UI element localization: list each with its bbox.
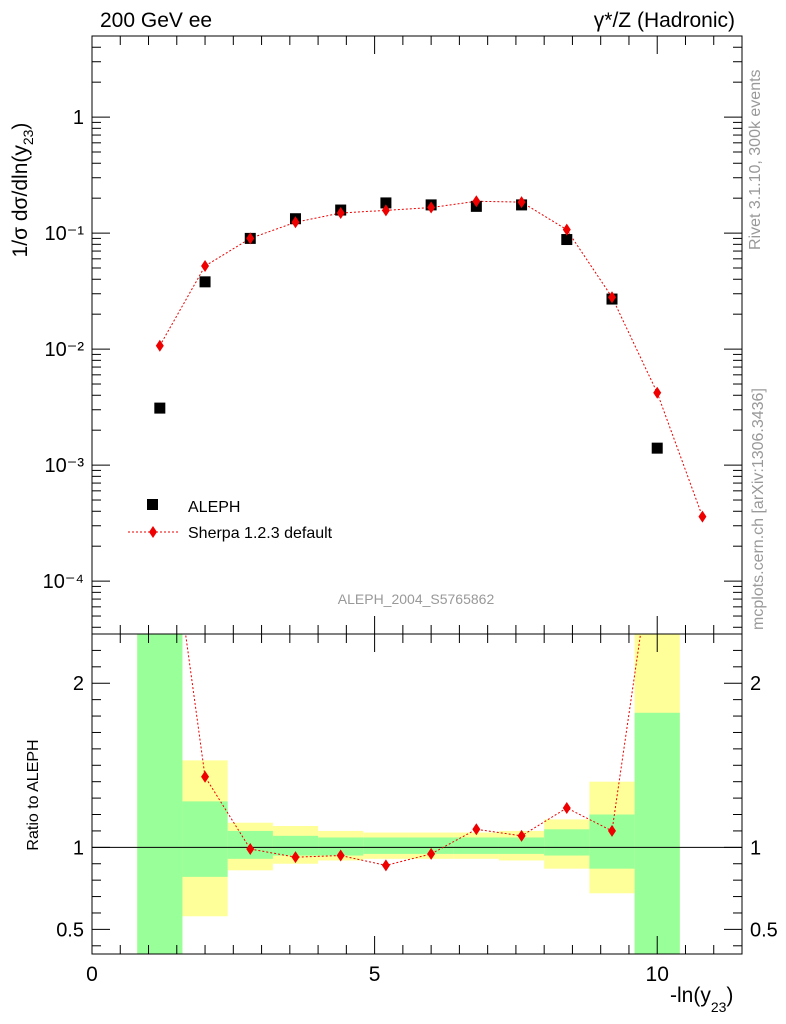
ratio-y-tick-label-left: 1 bbox=[73, 837, 84, 859]
main-y-tick-label: 10⁻⁴ bbox=[43, 571, 84, 593]
analysis-id: ALEPH_2004_S5765862 bbox=[338, 591, 495, 607]
sherpa-point bbox=[562, 223, 571, 236]
sherpa-point bbox=[608, 291, 616, 304]
legend-label-aleph: ALEPH bbox=[188, 499, 240, 516]
aleph-point bbox=[697, 636, 708, 647]
sherpa-point bbox=[336, 207, 345, 220]
ratio-point bbox=[653, 513, 661, 525]
main-y-tick-label: 10⁻³ bbox=[45, 455, 85, 477]
sherpa-point bbox=[472, 195, 481, 208]
band-inner bbox=[408, 837, 454, 854]
band-inner bbox=[318, 837, 364, 856]
band-inner bbox=[272, 835, 319, 856]
aleph-point bbox=[561, 234, 573, 246]
ratio-point bbox=[381, 859, 390, 872]
sherpa-point bbox=[653, 386, 662, 399]
ratio-point bbox=[427, 847, 436, 860]
sherpa-point bbox=[381, 204, 390, 217]
legend-marker-sherpa bbox=[149, 526, 157, 538]
main-y-tick-label: 1 bbox=[73, 107, 84, 129]
sherpa-point bbox=[201, 260, 210, 273]
ratio-series bbox=[156, 439, 661, 872]
band-inner bbox=[182, 801, 228, 877]
ratio-y-tick-label-left: 2 bbox=[73, 673, 84, 695]
uncertainty-bands-inner bbox=[137, 634, 680, 954]
aleph-point bbox=[651, 442, 663, 454]
sherpa-point bbox=[155, 339, 164, 352]
x-tick-label: 5 bbox=[369, 963, 381, 986]
band-inner bbox=[498, 837, 545, 854]
ratio-point bbox=[156, 439, 164, 451]
x-tick-label: 10 bbox=[646, 963, 669, 986]
ratio-point bbox=[517, 829, 526, 842]
rivet-label: Rivet 3.1.10, 300k events bbox=[747, 69, 764, 250]
ratio-point bbox=[246, 842, 255, 855]
ratio-point bbox=[608, 824, 616, 837]
mcplots-label: mcplots.cern.ch [arXiv:1306.3436] bbox=[750, 388, 767, 630]
ratio-ylabel: Ratio to ALEPH bbox=[25, 739, 42, 850]
band-inner bbox=[544, 829, 590, 856]
main-y-tick-label: 10⁻¹ bbox=[45, 223, 85, 245]
sherpa-point bbox=[246, 232, 255, 245]
band-inner bbox=[137, 634, 183, 954]
sherpa-point bbox=[698, 510, 707, 523]
band-inner bbox=[363, 837, 409, 854]
x-ticks: 0 5 10 bbox=[86, 36, 743, 986]
sherpa-point bbox=[517, 196, 526, 209]
ratio-y-tick-label-right: 0.5 bbox=[750, 919, 778, 941]
x-tick-label: 0 bbox=[86, 963, 98, 986]
ratio-point bbox=[291, 851, 300, 864]
aleph-point bbox=[199, 276, 211, 288]
aleph-point bbox=[380, 197, 392, 209]
ratio-y-tick-label-left: 0.5 bbox=[56, 919, 84, 941]
sherpa-point bbox=[291, 216, 300, 229]
ratio-plot-frame bbox=[91, 633, 743, 955]
band-inner bbox=[589, 814, 635, 869]
aleph-point bbox=[154, 402, 166, 414]
legend-marker-aleph bbox=[147, 499, 158, 510]
header-right: γ*/Z (Hadronic) bbox=[594, 9, 735, 32]
uncertainty-bands-outer bbox=[137, 634, 680, 954]
ratio-y-tick-label-right: 1 bbox=[750, 837, 761, 859]
ratio-y-tick-label-right: 2 bbox=[750, 673, 761, 695]
band-inner bbox=[453, 837, 499, 854]
main-y-ticks: 10⁻⁴ 10⁻³ 10⁻² 10⁻¹ 1 bbox=[43, 35, 742, 628]
ratio-point bbox=[201, 770, 210, 783]
main-ylabel: 1/σ dσ/dln(y23) bbox=[9, 123, 36, 258]
ratio-line bbox=[185, 634, 642, 866]
sherpa-line bbox=[159, 200, 703, 517]
ratio-point bbox=[562, 801, 571, 814]
legend: ALEPH Sherpa 1.2.3 default bbox=[128, 499, 333, 542]
band-inner bbox=[634, 712, 680, 954]
ratio-point bbox=[472, 823, 481, 836]
legend-label-sherpa: Sherpa 1.2.3 default bbox=[188, 525, 333, 542]
main-plot-frame bbox=[91, 35, 743, 635]
sherpa-point bbox=[427, 201, 436, 214]
x-axis-label: -ln(y23) bbox=[670, 984, 733, 1015]
main-series bbox=[154, 195, 708, 647]
header-left: 200 GeV ee bbox=[100, 9, 212, 32]
ratio-point bbox=[336, 849, 345, 862]
main-y-tick-label: 10⁻² bbox=[45, 339, 85, 361]
